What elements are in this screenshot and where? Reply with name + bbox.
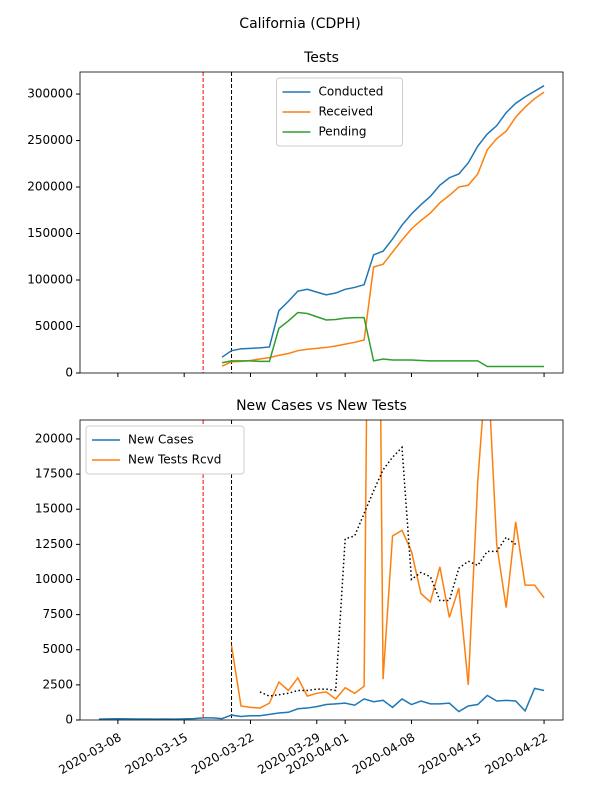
series-line [221, 311, 545, 368]
x-tick-label: 2020-03-08 [56, 730, 123, 777]
legend: Conducted Received Pending [276, 77, 403, 147]
y-tick-label: 7500 [42, 607, 73, 621]
x-tick-label: 2020-04-08 [350, 730, 417, 777]
y-tick-label: 17500 [35, 467, 73, 481]
x-tick-label: 2020-04-22 [483, 730, 550, 777]
y-tick-label: 12500 [35, 537, 73, 551]
axes-frame [79, 71, 564, 374]
series-line [259, 445, 517, 697]
plot-area [202, 72, 545, 373]
y-tick-label: 15000 [35, 502, 73, 516]
legend-label: New Cases [128, 433, 194, 447]
series-line [221, 91, 545, 367]
y-tick-label: 200000 [27, 180, 73, 194]
y-tick-label: 2500 [42, 677, 73, 691]
legend-box [276, 77, 403, 147]
y-tick-label: 50000 [35, 319, 73, 333]
y-tick-label: 10000 [35, 572, 73, 586]
y-tick-label: 20000 [35, 431, 73, 445]
figure-title: California (CDPH) [239, 16, 360, 32]
series-line [98, 687, 545, 720]
legend-label: Received [319, 105, 374, 119]
legend-label: Conducted [319, 85, 384, 99]
legend-box [85, 425, 245, 475]
axes-frame [79, 419, 564, 721]
series-line [230, 420, 545, 709]
legend: New Cases New Tests Rcvd [85, 425, 245, 475]
plot-area [98, 420, 545, 720]
y-tick-label: 0 [65, 713, 73, 727]
x-tick-label: 2020-03-22 [189, 730, 256, 777]
y-tick-label: 300000 [27, 87, 73, 101]
series-line [221, 85, 545, 358]
legend-label: Pending [319, 125, 367, 139]
axes-title: New Cases vs New Tests [236, 398, 407, 414]
y-tick-label: 250000 [27, 133, 73, 147]
legend-label: New Tests Rcvd [128, 453, 221, 467]
subplot: 0 50000 100000 150000 200000 250000 300000 Test… [27, 50, 564, 380]
y-tick-label: 100000 [27, 273, 73, 287]
y-tick-label: 5000 [42, 642, 73, 656]
axes-title: Tests [303, 50, 339, 66]
x-tick-label: 2020-03-15 [123, 730, 190, 777]
x-tick-label: 2020-04-15 [416, 730, 483, 777]
y-tick-label: 150000 [27, 226, 73, 240]
y-tick-label: 0 [65, 366, 73, 380]
